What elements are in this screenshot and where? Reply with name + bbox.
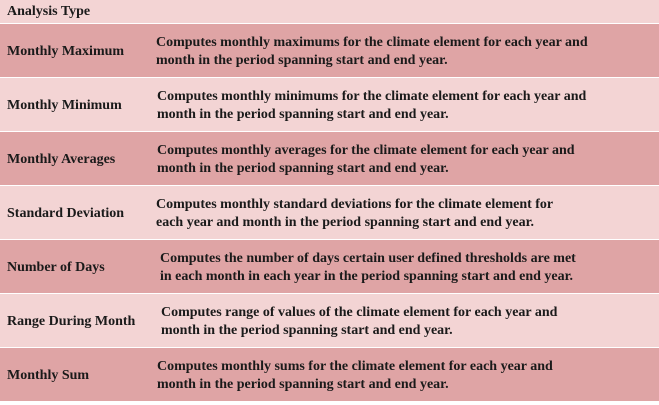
description-line: Computes monthly averages for the climat…: [157, 143, 575, 158]
description-line: month in the period spanning start and e…: [157, 161, 449, 176]
analysis-description: Computes the number of days certain user…: [160, 250, 576, 286]
description-line: Computes monthly standard deviations for…: [156, 197, 554, 212]
analysis-description: Computes monthly averages for the climat…: [157, 142, 575, 178]
description-line: in each month in each year in the period…: [160, 269, 574, 284]
analysis-description: Computes monthly maximums for the climat…: [156, 34, 588, 70]
description-line: month in the period spanning start and e…: [161, 323, 453, 338]
description-line: month in the period spanning start and e…: [157, 377, 449, 392]
table-row: Range During Month Computes range of val…: [0, 294, 659, 348]
table-row: Monthly Averages Computes monthly averag…: [0, 132, 659, 186]
description-line: Computes monthly maximums for the climat…: [156, 35, 588, 50]
analysis-name: Range During Month: [7, 314, 136, 329]
table-header: Analysis Type: [0, 0, 659, 24]
analysis-name: Standard Deviation: [7, 206, 125, 221]
table-row: Monthly Maximum Computes monthly maximum…: [0, 24, 659, 78]
table-row: Standard Deviation Computes monthly stan…: [0, 186, 659, 240]
description-line: Computes monthly sums for the climate el…: [157, 359, 553, 374]
table-row: Monthly Minimum Computes monthly minimum…: [0, 78, 659, 132]
table-row: Monthly Sum Computes monthly sums for th…: [0, 348, 659, 402]
analysis-name: Monthly Maximum: [7, 44, 125, 59]
analysis-name: Monthly Minimum: [7, 98, 122, 113]
header-title: Analysis Type: [7, 4, 91, 19]
analysis-description: Computes monthly minimums for the climat…: [157, 88, 586, 124]
description-line: month in the period spanning start and e…: [156, 53, 448, 68]
description-line: Computes the number of days certain user…: [160, 251, 576, 266]
analysis-name: Number of Days: [7, 260, 105, 275]
analysis-description: Computes monthly sums for the climate el…: [157, 358, 553, 394]
analysis-description: Computes range of values of the climate …: [161, 304, 557, 340]
analysis-name: Monthly Averages: [7, 152, 116, 167]
table-row: Number of Days Computes the number of da…: [0, 240, 659, 294]
description-line: Computes monthly minimums for the climat…: [157, 89, 587, 104]
description-line: month in the period spanning start and e…: [157, 107, 449, 122]
analysis-name: Monthly Sum: [7, 368, 90, 383]
description-line: Computes range of values of the climate …: [161, 305, 558, 320]
description-line: each year and month in the period spanni…: [156, 215, 535, 230]
analysis-description: Computes monthly standard deviations for…: [156, 196, 553, 232]
